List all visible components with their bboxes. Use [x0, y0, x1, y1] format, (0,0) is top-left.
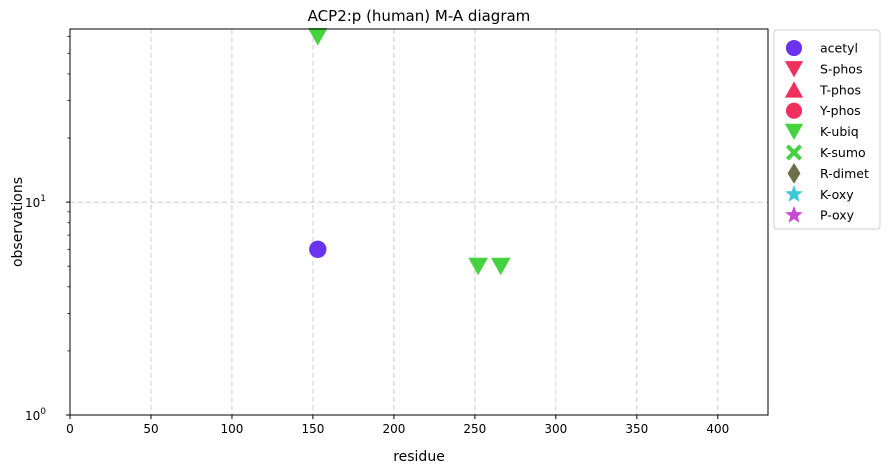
legend-marker-k-ubiq: [784, 123, 804, 141]
chart-title: ACP2:p (human) M-A diagram: [308, 7, 531, 25]
data-points: [307, 28, 511, 276]
legend-label: R-dimet: [820, 166, 869, 181]
legend-label: P-oxy: [820, 208, 855, 223]
legend-label: K-sumo: [820, 145, 866, 160]
x-tick-label: 400: [706, 422, 729, 436]
legend-marker-acetyl: [785, 39, 803, 57]
legend-marker-s-phos: [784, 61, 804, 78]
x-axis-label: residue: [393, 449, 445, 465]
legend: acetyl S-phos T-phos Y-phos K-ubiq K-sumo R-di…: [773, 29, 881, 230]
y-tick-label: 101: [25, 194, 46, 210]
legend-marker-r-dimet: [787, 163, 801, 184]
legend-label: Y-phos: [819, 103, 861, 118]
legend-marker-t-phos: [784, 81, 804, 98]
legend-marker-y-phos: [785, 102, 803, 119]
y-tick-label: 100: [25, 407, 46, 423]
data-point-acetyl: [309, 240, 327, 258]
legend-label: T-phos: [819, 82, 861, 97]
legend-marker-p-oxy: [785, 205, 803, 223]
data-point-k-ubiq: [490, 257, 511, 276]
x-axis-ticks: 0 50 100 150 200 250 300 350 400: [66, 415, 729, 436]
plot-frame: [69, 28, 769, 416]
grid: [70, 29, 768, 415]
y-axis-ticks: 100 101: [25, 36, 70, 423]
legend-marker-k-sumo: [785, 144, 803, 161]
data-point-k-ubiq: [468, 257, 488, 276]
legend-frame: [773, 29, 881, 230]
data-point-k-ubiq: [307, 28, 328, 46]
legend-label: S-phos: [820, 61, 862, 76]
x-tick-label: 50: [143, 422, 158, 436]
x-tick-label: 300: [544, 422, 567, 436]
x-tick-label: 150: [301, 422, 324, 436]
legend-label: K-ubiq: [820, 124, 859, 139]
x-tick-label: 200: [382, 422, 405, 436]
x-tick-label: 0: [66, 422, 74, 436]
x-tick-label: 350: [625, 422, 648, 436]
legend-label: K-oxy: [820, 187, 854, 202]
y-axis-label: observations: [10, 177, 26, 267]
x-tick-label: 250: [463, 422, 486, 436]
legend-marker-k-oxy: [785, 184, 803, 202]
x-tick-label: 100: [220, 422, 243, 436]
legend-label: acetyl: [820, 41, 858, 56]
